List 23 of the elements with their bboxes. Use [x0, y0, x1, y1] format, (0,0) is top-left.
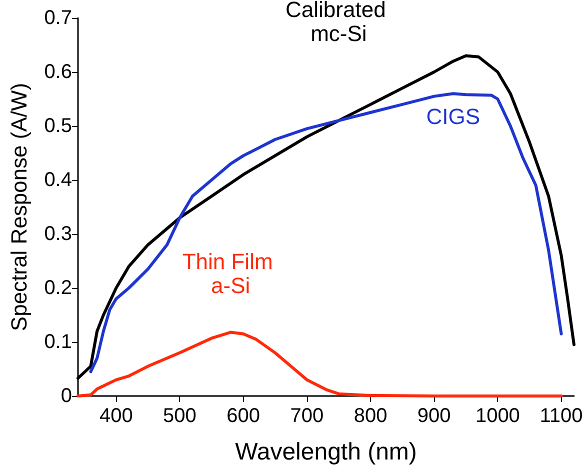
line-series: [76, 330, 563, 398]
y-tick-label: 0.1: [44, 331, 72, 353]
x-tick-label: 700: [290, 405, 324, 427]
y-tick-label: 0.6: [44, 61, 72, 83]
x-tick-label: 1100: [540, 405, 583, 427]
y-tick-label: 0.7: [44, 7, 72, 29]
line-series: [89, 92, 563, 374]
x-tick-label: 500: [163, 405, 196, 427]
y-tick-label: 0: [60, 385, 72, 407]
x-tick-label: 900: [417, 405, 451, 427]
y-tick-label: 0.4: [44, 169, 72, 191]
text: Calibrated mc-Si: [286, 0, 392, 46]
x-tick-label: 400: [99, 405, 133, 427]
x-tick-label: 600: [226, 405, 260, 427]
text: Thin Film a-Si: [182, 248, 279, 298]
x-axis-title: Wavelength (nm): [235, 438, 417, 466]
series-label: CIGS: [426, 104, 480, 130]
y-tick-label: 0.5: [44, 115, 72, 137]
y-axis-title: Spectral Response (A/W): [6, 82, 32, 332]
y-tick-label: 0.2: [44, 277, 72, 299]
x-tick-label: 800: [354, 405, 388, 427]
y-tick-label: 0.3: [44, 223, 72, 245]
x-tick-label: 1000: [475, 405, 520, 427]
